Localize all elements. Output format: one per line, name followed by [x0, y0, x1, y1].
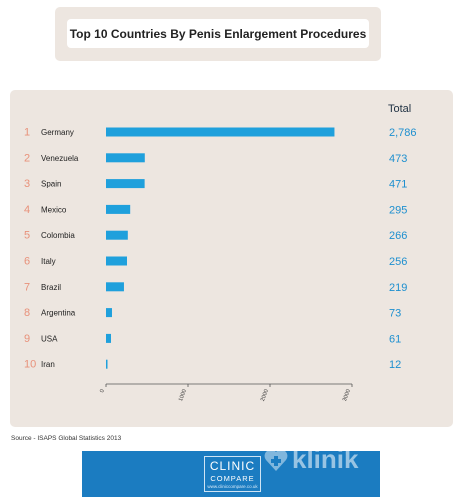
total-value-label: 473 — [389, 153, 407, 165]
category-label: Spain — [41, 180, 61, 189]
category-label: Colombia — [41, 231, 75, 240]
logo-url: www.cliniccompare.co.uk — [207, 484, 258, 489]
rank-label: 3 — [24, 178, 30, 190]
chart-title: Top 10 Countries By Penis Enlargement Pr… — [67, 19, 369, 48]
category-label: Italy — [41, 257, 56, 266]
category-label: Iran — [41, 360, 55, 369]
bar — [106, 179, 145, 189]
bar — [106, 230, 128, 240]
category-label: Argentina — [41, 309, 76, 318]
rank-label: 5 — [24, 230, 30, 242]
category-label: Venezuela — [41, 154, 79, 163]
total-value-label: 256 — [389, 256, 407, 268]
bar — [106, 256, 127, 266]
category-label: Germany — [41, 128, 74, 137]
rank-label: 1 — [24, 127, 30, 139]
total-value-label: 2,786 — [389, 127, 417, 139]
rank-label: 10 — [24, 359, 36, 371]
logo-line2: COMPARE — [210, 474, 255, 483]
watermark: klinik — [292, 444, 359, 474]
x-tick-label: 2000 — [260, 389, 270, 403]
total-value-label: 266 — [389, 230, 407, 242]
rank-label: 7 — [24, 281, 30, 293]
title-panel: Top 10 Countries By Penis Enlargement Pr… — [55, 7, 381, 61]
category-label: Mexico — [41, 205, 67, 214]
chart-panel — [10, 90, 453, 427]
bar — [106, 333, 112, 343]
rank-label: 9 — [24, 333, 30, 345]
x-tick-label: 3000 — [342, 389, 352, 403]
bar — [106, 153, 145, 163]
total-value-label: 219 — [389, 282, 407, 294]
rank-label: 8 — [24, 307, 30, 319]
footer-banner: CLINIC COMPARE www.cliniccompare.co.uk — [82, 451, 380, 497]
total-value-label: 61 — [389, 333, 401, 345]
bar — [106, 359, 108, 369]
total-value-label: 73 — [389, 308, 401, 320]
x-tick-label: 0 — [99, 389, 106, 394]
total-column-header: Total — [388, 103, 412, 115]
category-label: USA — [41, 334, 58, 343]
bar — [106, 308, 112, 318]
x-tick-label: 1000 — [178, 389, 188, 403]
total-value-label: 471 — [389, 179, 407, 191]
clinic-compare-logo: CLINIC COMPARE www.cliniccompare.co.uk — [204, 456, 261, 492]
bar — [106, 127, 335, 137]
rank-label: 4 — [24, 204, 30, 216]
bar — [106, 282, 124, 292]
rank-label: 6 — [24, 256, 30, 268]
logo-line1: CLINIC — [209, 459, 256, 473]
bar — [106, 204, 131, 214]
category-label: Brazil — [41, 283, 61, 292]
total-value-label: 295 — [389, 204, 407, 216]
source-note: Source - ISAPS Global Statistics 2013 — [11, 435, 122, 442]
heart-cross-icon — [264, 449, 288, 471]
rank-label: 2 — [24, 152, 30, 164]
total-value-label: 12 — [389, 359, 401, 371]
